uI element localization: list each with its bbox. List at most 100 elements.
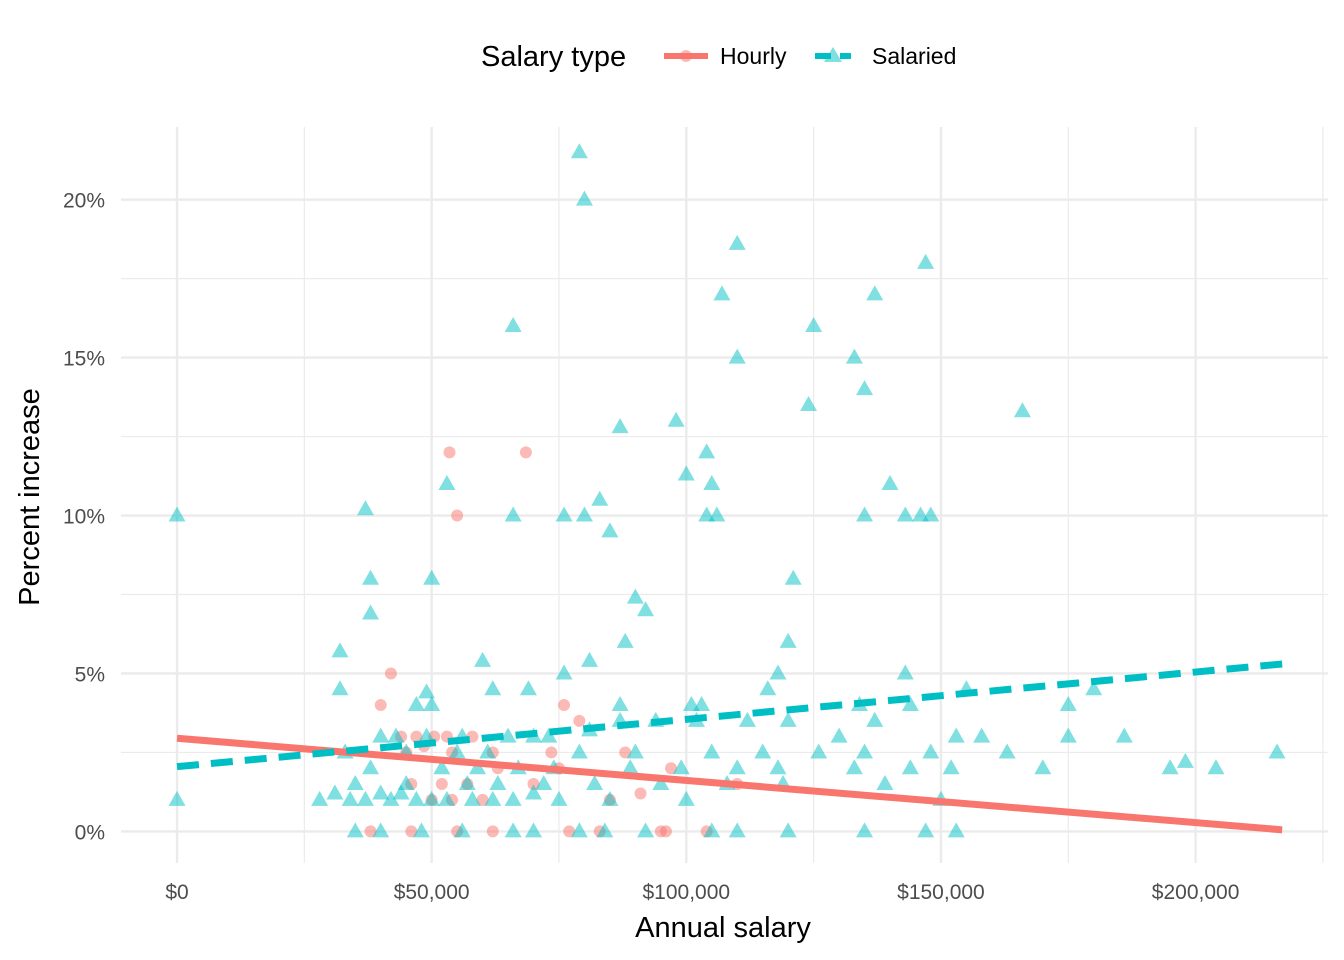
point-salaried xyxy=(708,506,726,522)
point-salaried xyxy=(570,822,588,838)
point-salaried xyxy=(535,775,553,791)
legend-key-hourly xyxy=(664,50,708,62)
point-salaried xyxy=(728,348,746,364)
point-salaried xyxy=(769,664,787,680)
point-salaried xyxy=(504,790,522,806)
x-axis-ticks: $0 $50,000 $100,000 $150,000 $200,000 xyxy=(165,881,1239,904)
point-salaried xyxy=(463,790,481,806)
x-tick-label: $200,000 xyxy=(1152,881,1240,904)
point-salaried xyxy=(784,569,802,585)
point-salaried xyxy=(601,522,619,538)
x-axis-title: Annual salary xyxy=(635,912,811,944)
point-salaried xyxy=(326,784,344,800)
point-salaried xyxy=(896,506,914,522)
point-salaried xyxy=(728,759,746,775)
point-salaried xyxy=(917,822,935,838)
point-salaried xyxy=(779,711,797,727)
point-salaried xyxy=(973,727,991,743)
point-salaried xyxy=(754,743,772,759)
point-salaried xyxy=(845,348,863,364)
point-salaried xyxy=(626,588,644,604)
y-tick-label: 20% xyxy=(63,190,105,213)
point-salaried xyxy=(519,680,537,696)
point-salaried xyxy=(769,759,787,775)
legend-label-hourly: Hourly xyxy=(720,43,787,69)
point-salaried xyxy=(407,696,425,712)
point-hourly xyxy=(476,793,489,806)
point-salaried xyxy=(637,822,655,838)
point-salaried xyxy=(728,234,746,250)
point-salaried xyxy=(346,775,364,791)
point-salaried xyxy=(738,711,756,727)
point-hourly xyxy=(558,699,571,712)
point-salaried xyxy=(525,822,543,838)
point-salaried xyxy=(423,790,441,806)
point-salaried xyxy=(372,727,390,743)
point-salaried xyxy=(382,790,400,806)
point-salaried xyxy=(616,632,634,648)
point-salaried xyxy=(341,790,359,806)
y-tick-label: 15% xyxy=(63,348,105,371)
x-tick-label: $150,000 xyxy=(897,881,985,904)
point-salaried xyxy=(586,775,604,791)
point-salaried xyxy=(866,285,884,301)
point-hourly xyxy=(545,746,558,759)
point-salaried xyxy=(1115,727,1133,743)
point-salaried xyxy=(759,680,777,696)
point-salaried xyxy=(362,569,380,585)
point-salaried xyxy=(1085,680,1103,696)
point-salaried xyxy=(575,190,593,206)
point-hourly xyxy=(384,667,397,680)
point-salaried xyxy=(896,664,914,680)
point-salaried xyxy=(693,696,711,712)
point-salaried xyxy=(1161,759,1179,775)
point-salaried xyxy=(423,696,441,712)
point-salaried xyxy=(581,651,599,667)
point-salaried xyxy=(433,759,451,775)
point-salaried xyxy=(418,683,436,699)
point-salaried xyxy=(596,822,614,838)
point-salaried xyxy=(362,759,380,775)
point-salaried xyxy=(805,317,823,333)
point-salaried xyxy=(438,474,456,490)
point-salaried xyxy=(1034,759,1052,775)
point-salaried xyxy=(555,506,573,522)
point-salaried xyxy=(1059,727,1077,743)
x-tick-label: $0 xyxy=(165,881,188,904)
point-salaried xyxy=(611,418,629,434)
point-salaried xyxy=(311,790,329,806)
point-salaried xyxy=(468,759,486,775)
point-hourly xyxy=(527,778,540,791)
point-salaried xyxy=(601,790,619,806)
point-salaried xyxy=(922,506,940,522)
point-salaried xyxy=(362,604,380,620)
point-hourly xyxy=(563,825,576,838)
point-salaried xyxy=(856,506,874,522)
point-salaried xyxy=(591,490,609,506)
point-salaried xyxy=(856,380,874,396)
point-salaried xyxy=(372,822,390,838)
point-salaried xyxy=(677,465,695,481)
point-salaried xyxy=(917,253,935,269)
point-salaried xyxy=(1207,759,1225,775)
point-salaried xyxy=(667,411,685,427)
y-tick-label: 0% xyxy=(75,821,105,844)
point-salaried xyxy=(392,784,410,800)
point-salaried xyxy=(677,790,695,806)
point-salaried xyxy=(331,680,349,696)
point-salaried xyxy=(901,759,919,775)
point-salaried xyxy=(474,651,492,667)
point-salaried xyxy=(947,822,965,838)
point-salaried xyxy=(866,711,884,727)
point-salaried xyxy=(423,569,441,585)
point-salaried xyxy=(713,285,731,301)
point-salaried xyxy=(504,822,522,838)
point-salaried xyxy=(901,696,919,712)
point-salaried xyxy=(168,506,186,522)
point-salaried xyxy=(346,822,364,838)
point-salaried xyxy=(703,743,721,759)
point-salaried xyxy=(856,822,874,838)
point-salaried xyxy=(438,790,456,806)
point-salaried xyxy=(484,790,502,806)
